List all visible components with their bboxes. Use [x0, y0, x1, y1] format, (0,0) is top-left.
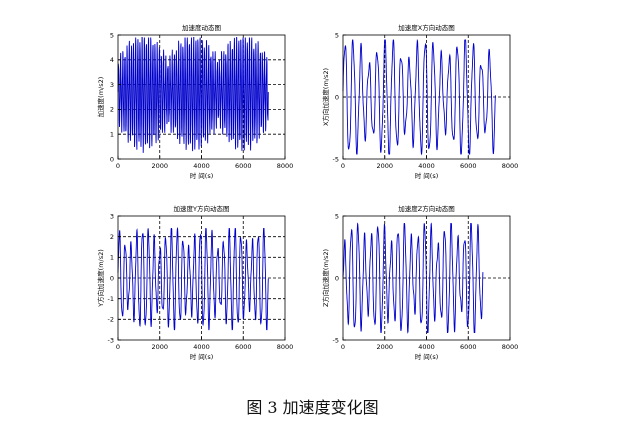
y-tick-label: 5 — [335, 212, 339, 220]
x-tick-label: 0 — [116, 343, 120, 351]
y-axis-label: X方向加速度(m/s2) — [321, 68, 330, 126]
figure-caption: 图 3 加速度变化图 — [246, 398, 379, 417]
y-tick-label: 4 — [110, 56, 114, 64]
x-tick-label: 6000 — [235, 162, 252, 170]
x-axis-label: 时 间(s) — [190, 171, 214, 180]
y-tick-label: 3 — [110, 81, 114, 89]
y-tick-label: 1 — [110, 131, 114, 139]
x-tick-label: 0 — [116, 162, 120, 170]
y-tick-label: 5 — [335, 31, 339, 39]
chart-title: 加速度动态图 — [182, 23, 221, 32]
y-tick-label: 2 — [110, 106, 114, 114]
x-tick-label: 8000 — [277, 162, 294, 170]
x-tick-label: 4000 — [193, 162, 210, 170]
y-tick-label: -3 — [108, 336, 114, 344]
chart-title: 加速度Y方向动态图 — [174, 204, 230, 213]
x-tick-label: 8000 — [277, 343, 294, 351]
x-tick-label: 2000 — [151, 162, 168, 170]
x-tick-label: 4000 — [418, 162, 435, 170]
x-tick-label: 2000 — [376, 162, 393, 170]
y-tick-label: 0 — [335, 93, 339, 101]
x-tick-label: 0 — [341, 162, 345, 170]
y-tick-label: -2 — [108, 316, 114, 324]
y-tick-label: 2 — [110, 233, 114, 241]
y-axis-label: 加速度(m/s2) — [96, 77, 105, 118]
x-axis-label: 时 间(s) — [190, 352, 214, 361]
y-tick-label: 0 — [335, 274, 339, 282]
x-axis-label: 时 间(s) — [415, 171, 439, 180]
y-tick-label: 3 — [110, 212, 114, 220]
chart-title: 加速度Z方向动态图 — [398, 204, 454, 213]
x-tick-label: 2000 — [376, 343, 393, 351]
x-tick-label: 0 — [341, 343, 345, 351]
y-tick-label: -5 — [333, 336, 339, 344]
x-tick-label: 6000 — [460, 343, 477, 351]
chart-title: 加速度X方向动态图 — [398, 23, 454, 32]
x-tick-label: 8000 — [502, 343, 519, 351]
data-series-line — [342, 222, 484, 334]
y-axis-label: Y方向加速度(m/s2) — [96, 249, 105, 308]
x-tick-label: 2000 — [151, 343, 168, 351]
y-tick-label: 1 — [110, 254, 114, 262]
data-series-line — [117, 227, 269, 331]
x-tick-label: 6000 — [235, 343, 252, 351]
data-series-line — [342, 38, 496, 156]
y-tick-label: 0 — [110, 155, 114, 163]
x-tick-label: 4000 — [418, 343, 435, 351]
x-tick-label: 4000 — [193, 343, 210, 351]
data-series-line — [117, 37, 269, 153]
x-axis-label: 时 间(s) — [415, 352, 439, 361]
y-tick-label: -5 — [333, 155, 339, 163]
y-axis-label: Z方向加速度(m/s2) — [321, 249, 330, 307]
y-tick-label: -1 — [108, 295, 114, 303]
y-tick-label: 0 — [110, 274, 114, 282]
x-tick-label: 6000 — [460, 162, 477, 170]
x-tick-label: 8000 — [502, 162, 519, 170]
y-tick-label: 5 — [110, 31, 114, 39]
